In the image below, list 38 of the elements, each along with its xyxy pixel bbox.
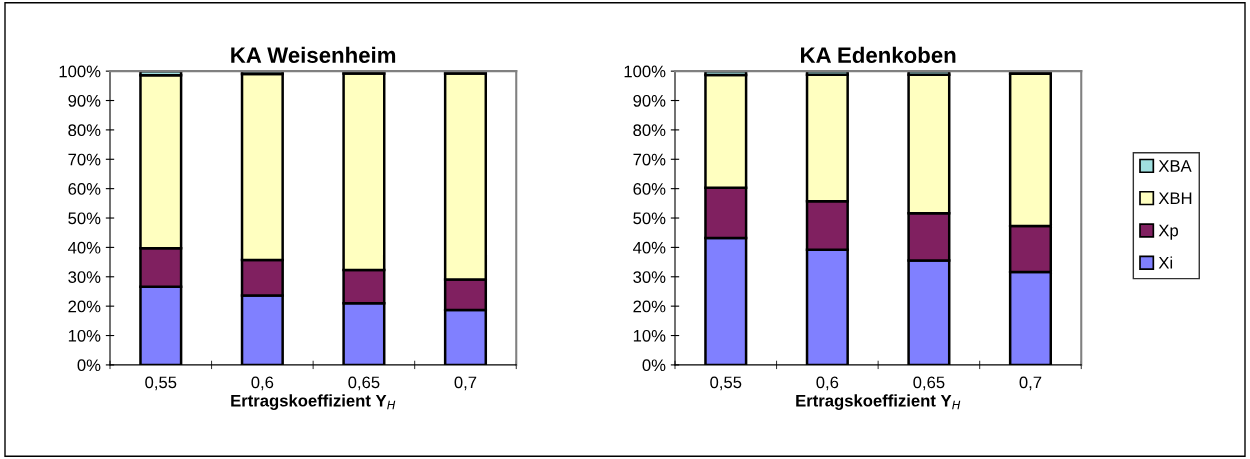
y-tick-label: 50% (68, 212, 101, 225)
y-tick-label: 90% (68, 94, 101, 107)
x-tick-label: 0,55 (145, 376, 177, 391)
y-tick-label: 50% (633, 212, 666, 225)
y-tick-label: 60% (633, 183, 666, 195)
y-tick-label: 80% (68, 124, 101, 137)
chart-title: KA Edenkoben (801, 46, 956, 64)
y-tick-label: 90% (633, 94, 666, 107)
y-tick-label: 100% (624, 65, 666, 78)
x-tick-label: 0,6 (816, 376, 839, 391)
x-axis-title: Ertragskoeffizient Y$_{H}$ (231, 394, 396, 410)
x-axis-title: Ertragskoeffizient Y$_{H}$ (796, 394, 961, 410)
legend-label: XBA (1158, 160, 1192, 172)
x-tick-label: 0,55 (710, 376, 742, 391)
y-tick-label: 20% (633, 300, 666, 313)
y-tick-label: 100% (59, 65, 101, 78)
legend-label: Xi (1158, 256, 1173, 269)
y-tick-label: 30% (633, 271, 666, 283)
legend-label: XBH (1158, 192, 1192, 204)
x-tick-label: 0,7 (454, 376, 477, 391)
y-tick-label: 10% (68, 329, 101, 342)
y-tick-label: 10% (633, 329, 666, 342)
y-tick-label: 70% (68, 153, 101, 166)
chart-title: KA Weisenheim (231, 46, 396, 64)
x-tick-label: 0,7 (1019, 376, 1042, 391)
y-tick-label: 20% (68, 300, 101, 313)
y-tick-label: 80% (633, 124, 666, 137)
y-tick-label: 70% (633, 153, 666, 166)
legend-label: Xp (1158, 224, 1179, 240)
y-tick-label: 0% (642, 359, 666, 372)
x-tick-label: 0,65 (913, 376, 945, 391)
y-tick-label: 30% (68, 271, 101, 283)
y-tick-label: 60% (68, 183, 101, 195)
y-tick-label: 40% (633, 241, 666, 254)
y-tick-label: 40% (68, 241, 101, 254)
x-tick-label: 0,65 (348, 376, 380, 391)
y-tick-label: 0% (77, 359, 101, 372)
x-tick-label: 0,6 (251, 376, 274, 391)
